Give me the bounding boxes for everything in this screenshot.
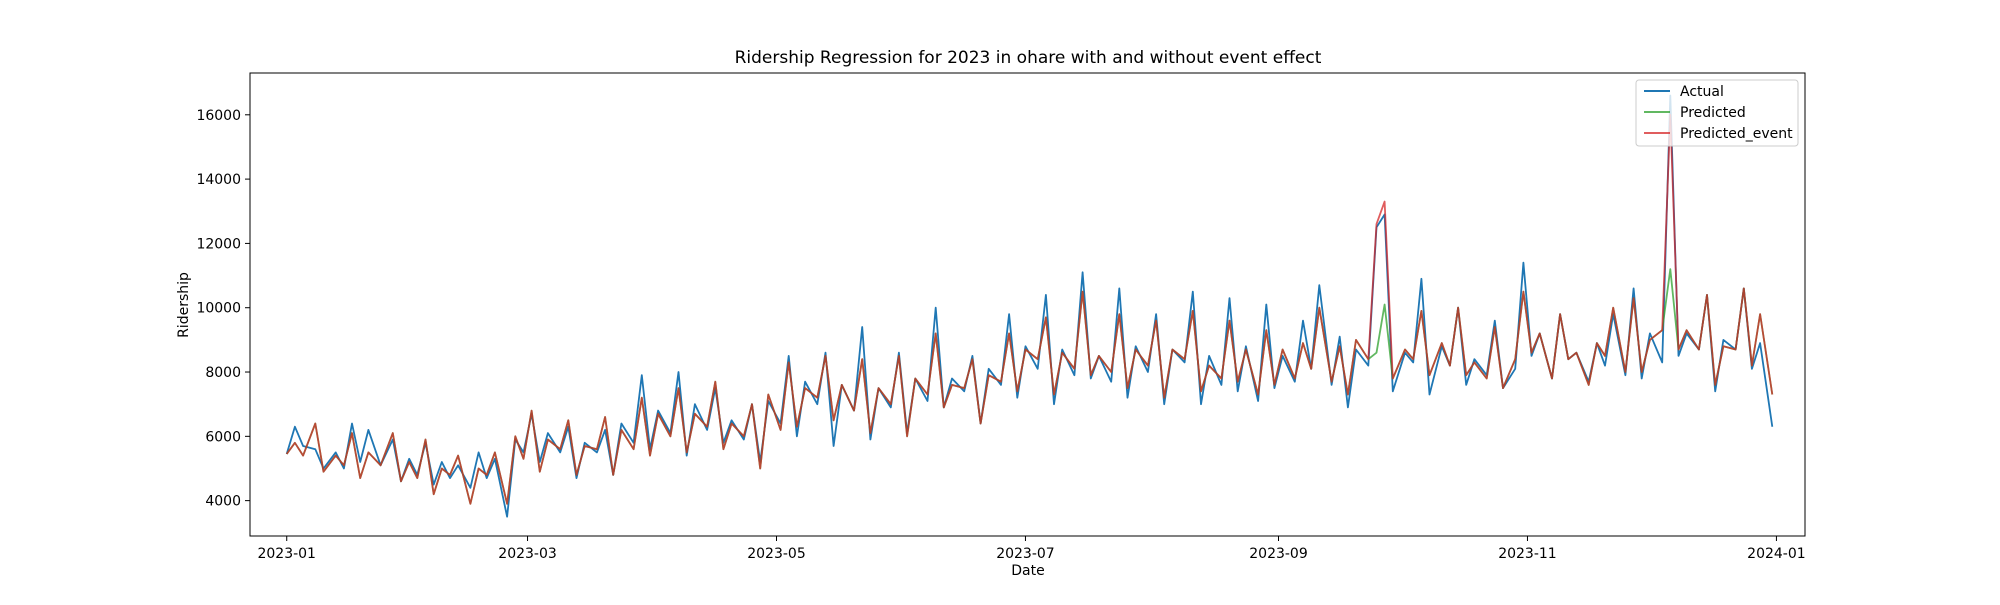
- y-axis-label: Ridership: [176, 272, 192, 338]
- x-tick-label: 2023-11: [1498, 546, 1557, 562]
- chart-title: Ridership Regression for 2023 in ohare w…: [735, 48, 1322, 68]
- x-tick-label: 2024-01: [1747, 546, 1806, 562]
- series-layer: [285, 94, 1774, 518]
- x-tick-label: 2023-07: [996, 546, 1055, 562]
- legend: Actual Predicted Predicted_event: [1635, 79, 1799, 147]
- legend-label: Actual: [1680, 84, 1724, 100]
- x-tick-label: 2023-05: [747, 546, 806, 562]
- y-tick-label: 14000: [196, 172, 241, 188]
- y-tick-label: 12000: [196, 236, 241, 252]
- y-tick-label: 10000: [196, 301, 241, 317]
- legend-label: Predicted_event: [1680, 126, 1793, 142]
- y-tick-label: 8000: [205, 365, 241, 381]
- series-line-predicted-event: [285, 113, 1774, 505]
- x-axis-label: Date: [1011, 563, 1044, 579]
- legend-entries: Actual Predicted Predicted_event: [1644, 84, 1793, 142]
- legend-box: [1635, 79, 1799, 147]
- x-axis-ticks: 2023-01 2023-03 2023-05 2023-07 2023-09 2023-…: [257, 536, 1806, 562]
- y-tick-label: 16000: [196, 108, 241, 124]
- x-tick-label: 2023-01: [257, 546, 316, 562]
- y-tick-label: 4000: [205, 494, 241, 510]
- legend-label: Predicted: [1680, 105, 1746, 121]
- y-tick-label: 6000: [205, 429, 241, 445]
- x-tick-label: 2023-03: [498, 546, 557, 562]
- x-tick-label: 2023-09: [1249, 546, 1308, 562]
- plot-frame: [249, 72, 1806, 537]
- y-axis-ticks: 4000 6000 8000 10000 12000 14000 16000: [196, 108, 250, 510]
